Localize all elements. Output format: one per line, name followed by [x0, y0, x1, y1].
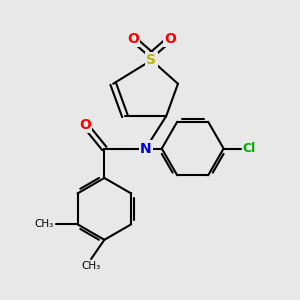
Text: N: N	[140, 142, 152, 155]
Text: Cl: Cl	[243, 142, 256, 155]
Text: O: O	[79, 118, 91, 132]
Text: CH₃: CH₃	[34, 219, 53, 229]
Text: O: O	[127, 32, 139, 46]
Text: S: S	[146, 53, 157, 67]
Text: CH₃: CH₃	[82, 261, 101, 271]
Text: O: O	[164, 32, 176, 46]
